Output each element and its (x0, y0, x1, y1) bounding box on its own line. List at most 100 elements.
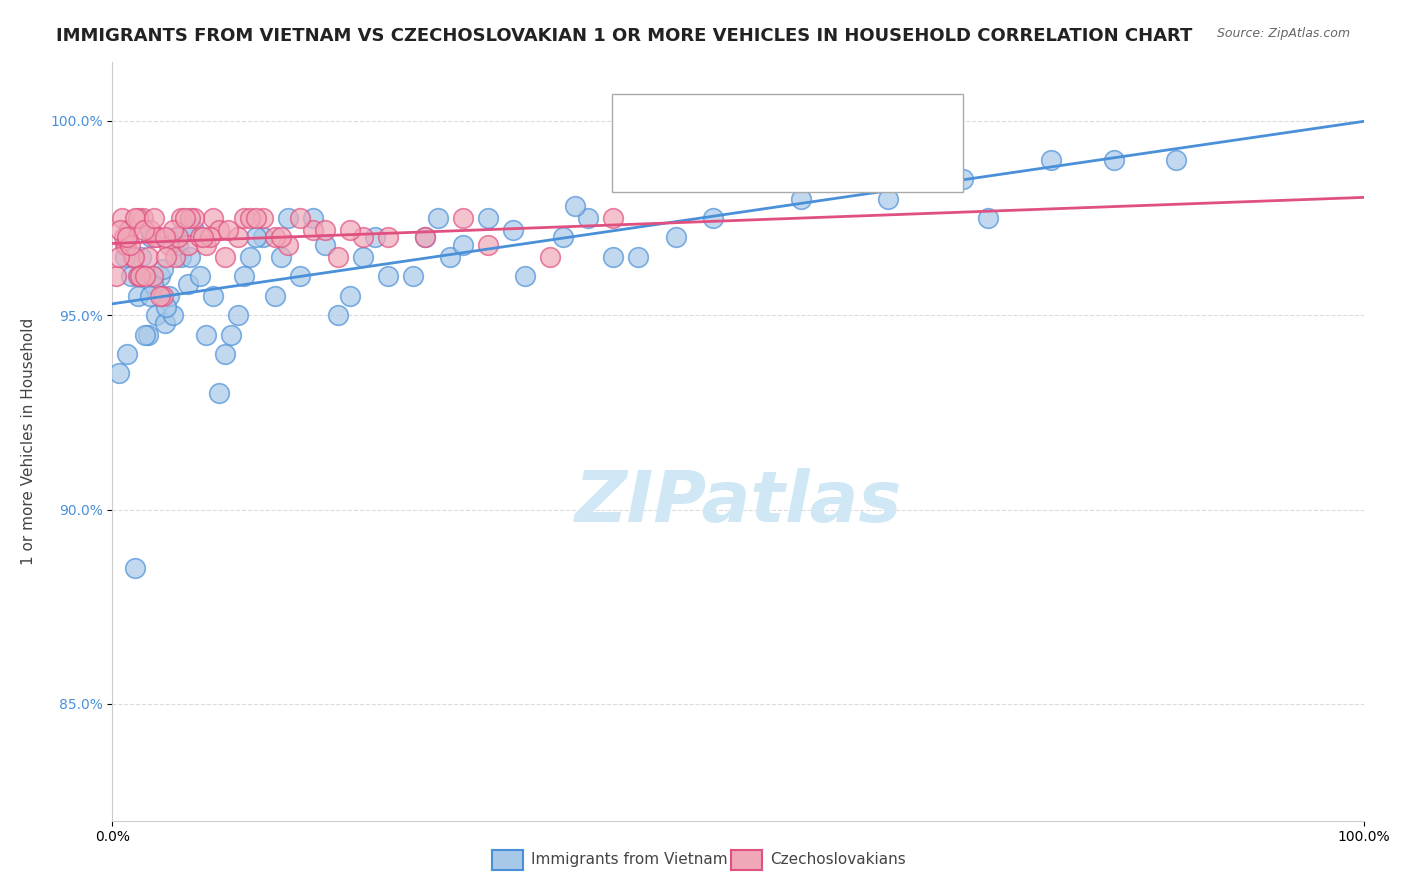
Point (352, 250, 374, 264)
Point (364, 230, 387, 244)
Point (245, 211, 267, 225)
Text: ZIPatlas: ZIPatlas (575, 467, 901, 537)
Point (664, 230, 686, 244)
Point (134, 327, 156, 342)
Point (413, 230, 436, 244)
Point (149, 269, 172, 284)
Point (602, 211, 624, 225)
Point (163, 230, 186, 244)
Point (122, 250, 145, 264)
Point (264, 230, 287, 244)
Point (564, 199, 586, 213)
Point (141, 277, 163, 291)
Point (107, 367, 129, 381)
Point (162, 222, 184, 236)
Point (326, 250, 349, 264)
Point (477, 211, 499, 225)
Text: IMMIGRANTS FROM VIETNAM VS CZECHOSLOVAKIAN 1 OR MORE VEHICLES IN HOUSEHOLD CORRE: IMMIGRANTS FROM VIETNAM VS CZECHOSLOVAKI… (56, 27, 1192, 45)
Point (339, 289, 361, 303)
Point (176, 277, 198, 291)
Point (146, 230, 169, 244)
Point (602, 250, 624, 264)
Point (214, 347, 236, 361)
Point (145, 308, 167, 322)
Point (952, 172, 974, 186)
Point (183, 211, 205, 225)
Point (136, 250, 159, 264)
Text: 0.459: 0.459 (703, 145, 759, 163)
Point (538, 250, 561, 264)
Point (162, 308, 184, 322)
Y-axis label: 1 or more Vehicles in Household: 1 or more Vehicles in Household (21, 318, 37, 566)
Point (377, 269, 399, 284)
Point (118, 238, 141, 252)
Point (232, 211, 254, 225)
Point (208, 386, 231, 401)
Text: Source: ZipAtlas.com: Source: ZipAtlas.com (1216, 27, 1350, 40)
Point (153, 316, 176, 330)
Point (702, 211, 724, 225)
Point (477, 238, 499, 252)
Point (166, 230, 188, 244)
Point (314, 238, 336, 252)
Point (179, 250, 201, 264)
Point (132, 222, 155, 236)
Point (157, 238, 180, 252)
Point (264, 289, 287, 303)
Point (301, 211, 323, 225)
Text: R =: R = (678, 114, 717, 132)
Point (239, 211, 262, 225)
Point (111, 211, 134, 225)
Point (166, 238, 188, 252)
Point (129, 269, 152, 284)
Point (195, 238, 218, 252)
Point (977, 211, 1000, 225)
Point (515, 269, 537, 284)
Point (170, 250, 193, 264)
Point (107, 250, 129, 264)
Point (827, 172, 849, 186)
Text: N =: N = (745, 114, 785, 132)
Point (174, 222, 197, 236)
Point (290, 269, 312, 284)
Point (915, 172, 938, 186)
Point (195, 327, 218, 342)
Point (502, 222, 524, 236)
Point (139, 289, 162, 303)
Point (115, 238, 138, 252)
Point (208, 222, 231, 236)
Point (131, 211, 153, 225)
Point (149, 289, 172, 303)
Point (117, 347, 139, 361)
Point (155, 250, 177, 264)
Point (188, 269, 211, 284)
Point (576, 211, 599, 225)
Point (105, 269, 128, 284)
Point (270, 230, 292, 244)
Point (188, 230, 211, 244)
Point (402, 269, 425, 284)
Point (155, 301, 177, 315)
Point (221, 327, 243, 342)
Point (551, 230, 574, 244)
Point (290, 211, 312, 225)
Point (179, 211, 201, 225)
Point (790, 192, 813, 206)
Point (129, 250, 152, 264)
Point (127, 289, 149, 303)
Point (301, 222, 323, 236)
Point (157, 289, 180, 303)
Point (136, 327, 159, 342)
Point (439, 250, 461, 264)
Text: 66: 66 (770, 145, 796, 163)
Point (152, 289, 174, 303)
Point (183, 222, 205, 236)
Point (226, 308, 249, 322)
Point (114, 238, 136, 252)
Point (198, 230, 221, 244)
Point (413, 230, 436, 244)
Point (191, 230, 214, 244)
Point (339, 222, 361, 236)
Point (163, 250, 186, 264)
Point (128, 269, 150, 284)
